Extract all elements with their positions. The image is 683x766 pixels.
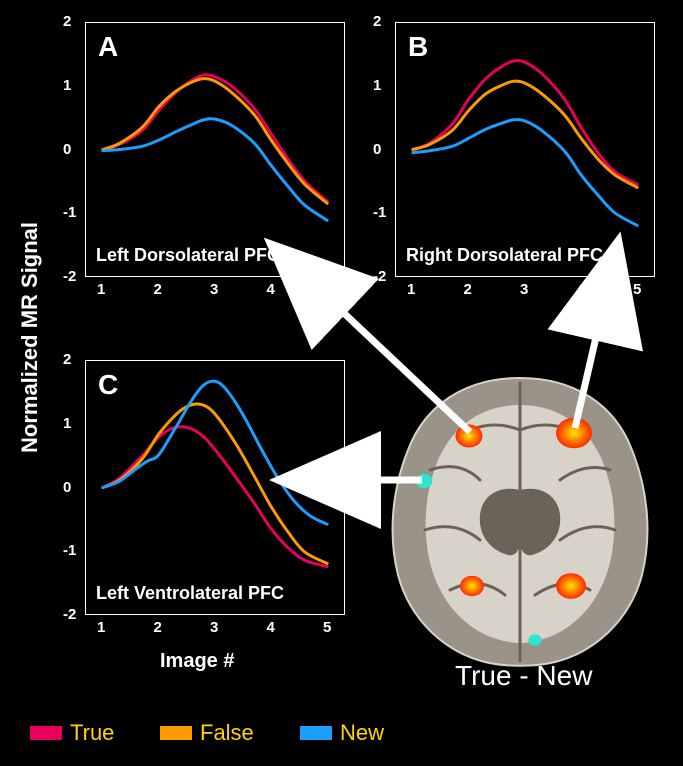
xtick: 5: [323, 619, 331, 636]
chart-b-svg: [396, 23, 654, 276]
legend-label-true: True: [70, 720, 114, 746]
ytick: 1: [373, 77, 381, 94]
legend-true: True: [30, 720, 114, 746]
brain-image: [370, 370, 670, 670]
ytick: 2: [373, 13, 381, 30]
ytick: -1: [63, 204, 76, 221]
chart-c-svg: [86, 361, 344, 614]
ytick: -2: [373, 268, 386, 285]
panel-letter-b: B: [408, 31, 428, 63]
ytick: -2: [63, 268, 76, 285]
xtick: 3: [210, 619, 218, 636]
legend-label-false: False: [200, 720, 254, 746]
legend-swatch-new: [300, 726, 332, 740]
xtick: 5: [323, 281, 331, 298]
xtick: 1: [97, 281, 105, 298]
legend-label-new: New: [340, 720, 384, 746]
panel-a: A Left Dorsolateral PFC: [85, 22, 345, 277]
ytick: 2: [63, 351, 71, 368]
x-axis-label: Image #: [160, 650, 234, 673]
legend-swatch-true: [30, 726, 62, 740]
ytick: -1: [373, 204, 386, 221]
panel-c: C Left Ventrolateral PFC: [85, 360, 345, 615]
ytick: 2: [63, 13, 71, 30]
xtick: 2: [463, 281, 471, 298]
ytick: 0: [63, 141, 71, 158]
legend-false: False: [160, 720, 254, 746]
legend-new: New: [300, 720, 384, 746]
xtick: 4: [267, 619, 275, 636]
xtick: 4: [577, 281, 585, 298]
xtick: 3: [210, 281, 218, 298]
panel-title-a: Left Dorsolateral PFC: [96, 245, 280, 266]
panel-b: B Right Dorsolateral PFC: [395, 22, 655, 277]
panel-title-b: Right Dorsolateral PFC: [406, 245, 603, 266]
panel-letter-c: C: [98, 369, 118, 401]
ytick: 1: [63, 415, 71, 432]
chart-a-svg: [86, 23, 344, 276]
ytick: 0: [63, 479, 71, 496]
legend-swatch-false: [160, 726, 192, 740]
ytick: -1: [63, 542, 76, 559]
xtick: 1: [407, 281, 415, 298]
panel-letter-a: A: [98, 31, 118, 63]
ytick: 0: [373, 141, 381, 158]
xtick: 2: [153, 281, 161, 298]
xtick: 5: [633, 281, 641, 298]
ytick: -2: [63, 606, 76, 623]
panel-title-c: Left Ventrolateral PFC: [96, 583, 284, 604]
xtick: 3: [520, 281, 528, 298]
y-axis-label: Normalized MR Signal: [17, 233, 43, 453]
ytick: 1: [63, 77, 71, 94]
xtick: 2: [153, 619, 161, 636]
brain-contrast-label: True - New: [455, 660, 592, 692]
xtick: 4: [267, 281, 275, 298]
xtick: 1: [97, 619, 105, 636]
